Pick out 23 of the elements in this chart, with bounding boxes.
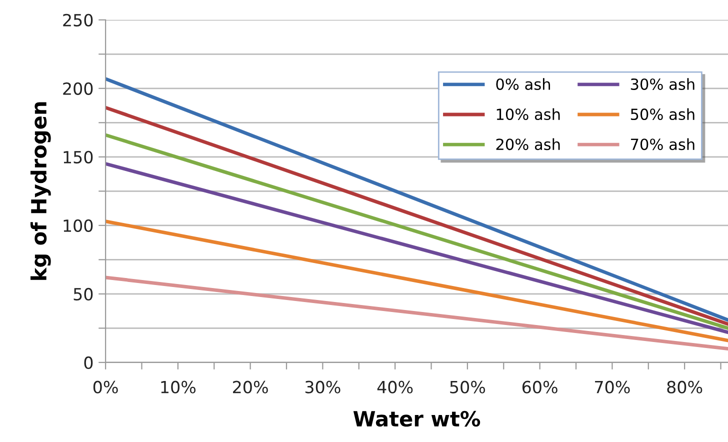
y-tick-label: 150 <box>64 150 93 164</box>
x-tick-label: 20% <box>233 380 268 394</box>
legend-label: 50% ash <box>630 108 694 120</box>
x-tick-label: 10% <box>161 380 196 394</box>
x-axis-title: Water wt% <box>353 410 480 427</box>
x-tick-label: 30% <box>305 380 340 394</box>
x-tick-label: 50% <box>450 380 486 394</box>
x-tick-label: 80% <box>667 380 702 394</box>
legend-label: 30% ash <box>630 78 694 90</box>
legend-label: 0% ash <box>496 78 550 90</box>
y-tick-label: 50 <box>74 288 93 300</box>
y-tick-label: 0 <box>84 356 93 370</box>
legend-label: 70% ash <box>631 138 694 150</box>
y-axis-title: kg of Hydrogen <box>30 102 51 280</box>
legend-label: 10% ash <box>496 108 560 120</box>
x-tick-label: 0% <box>93 380 118 394</box>
y-tick-label: 100 <box>64 219 93 232</box>
legend-label: 20% ash <box>496 138 560 150</box>
y-tick-label: 250 <box>63 14 93 26</box>
y-tick-label: 200 <box>63 82 93 95</box>
x-tick-label: 70% <box>595 380 630 394</box>
x-tick-label: 60% <box>522 380 558 394</box>
x-tick-label: 40% <box>377 380 413 394</box>
